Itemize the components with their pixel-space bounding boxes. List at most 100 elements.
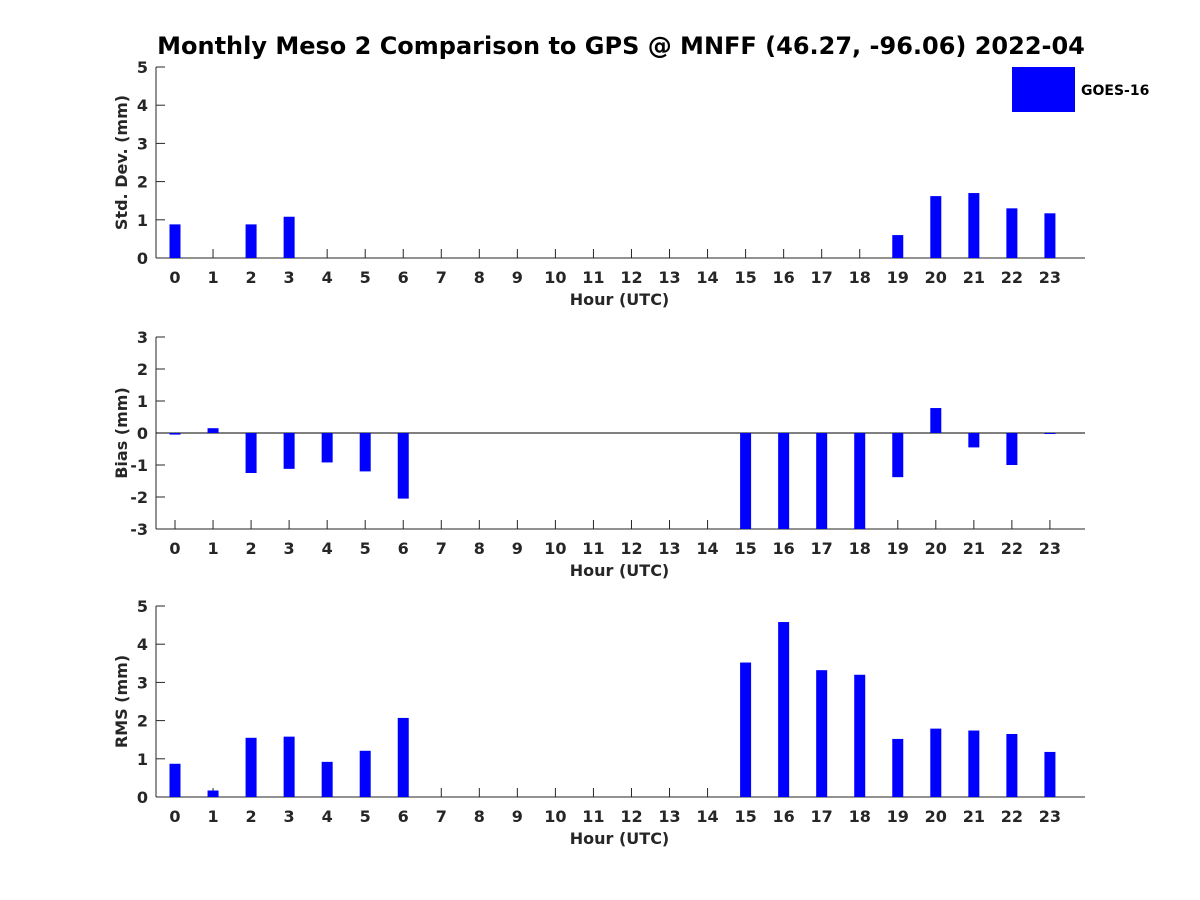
x-tick-label: 11 (582, 539, 604, 558)
x-tick-label: 23 (1039, 268, 1061, 287)
y-tick-label: 1 (137, 392, 148, 411)
x-tick-label: 16 (773, 268, 795, 287)
rms-bar (892, 738, 904, 797)
x-tick-label: 6 (398, 807, 409, 826)
x-tick-label: 15 (734, 807, 756, 826)
bias-bar (892, 433, 904, 478)
x-tick-label: 7 (436, 807, 447, 826)
bias-bar (359, 433, 371, 472)
y-tick-label: 1 (137, 750, 148, 769)
x-tick-label: 17 (811, 539, 833, 558)
bias-bar (854, 433, 866, 529)
x-tick-label: 9 (512, 807, 523, 826)
y-tick-label: 4 (137, 96, 148, 115)
x-tick-label: 22 (1001, 268, 1023, 287)
x-tick-label: 5 (360, 539, 371, 558)
chart-title: Monthly Meso 2 Comparison to GPS @ MNFF … (157, 32, 1085, 60)
x-tick-label: 13 (658, 268, 680, 287)
y-tick-label: 3 (137, 134, 148, 153)
x-tick-label: 0 (169, 807, 180, 826)
x-axis-label: Hour (UTC) (570, 290, 670, 309)
stddev-bar (283, 216, 295, 258)
y-axis-label: Std. Dev. (mm) (112, 95, 131, 230)
y-tick-label: -1 (130, 456, 148, 475)
x-tick-label: 0 (169, 268, 180, 287)
x-axis-label: Hour (UTC) (570, 561, 670, 580)
x-tick-label: 3 (284, 807, 295, 826)
bias-bar (169, 433, 181, 435)
y-tick-label: -2 (130, 488, 148, 507)
rms-bar (245, 737, 257, 797)
rms-bar (283, 736, 295, 797)
x-tick-label: 18 (849, 539, 871, 558)
x-tick-label: 14 (696, 268, 718, 287)
stddev-bar (1044, 213, 1056, 258)
x-tick-label: 6 (398, 268, 409, 287)
x-tick-label: 14 (696, 807, 718, 826)
x-tick-label: 18 (849, 268, 871, 287)
x-tick-label: 11 (582, 807, 604, 826)
y-tick-label: 3 (137, 673, 148, 692)
x-tick-label: 8 (474, 539, 485, 558)
x-tick-label: 7 (436, 268, 447, 287)
x-tick-label: 10 (544, 268, 566, 287)
stddev-bar (1006, 208, 1018, 258)
rms-bar (1044, 751, 1056, 797)
x-tick-label: 15 (734, 268, 756, 287)
x-tick-label: 21 (963, 539, 985, 558)
rms-bar (778, 622, 790, 797)
x-tick-label: 22 (1001, 539, 1023, 558)
x-tick-label: 12 (620, 539, 642, 558)
bias-bar (816, 433, 828, 529)
stddev-bar (892, 235, 904, 258)
stddev-bar (169, 224, 181, 258)
x-tick-label: 4 (322, 807, 333, 826)
x-tick-label: 5 (360, 268, 371, 287)
rms-bar (321, 761, 333, 797)
x-tick-label: 23 (1039, 807, 1061, 826)
y-tick-label: 1 (137, 211, 148, 230)
y-tick-label: 4 (137, 635, 148, 654)
y-axis-label: Bias (mm) (112, 387, 131, 479)
x-tick-label: 15 (734, 539, 756, 558)
rms-bar (1006, 733, 1018, 797)
y-tick-label: 5 (137, 597, 148, 616)
rms-bar (816, 670, 828, 797)
x-tick-label: 16 (773, 539, 795, 558)
x-tick-label: 20 (925, 807, 947, 826)
legend-label: GOES-16 (1081, 83, 1149, 99)
x-tick-label: 17 (811, 268, 833, 287)
stddev-bar (968, 193, 980, 258)
x-tick-label: 13 (658, 807, 680, 826)
x-tick-label: 9 (512, 539, 523, 558)
x-tick-label: 3 (284, 268, 295, 287)
x-tick-label: 10 (544, 539, 566, 558)
x-tick-label: 0 (169, 539, 180, 558)
x-tick-label: 7 (436, 539, 447, 558)
x-axis-label: Hour (UTC) (570, 829, 670, 848)
x-tick-label: 1 (207, 268, 218, 287)
bias-bar (1006, 433, 1018, 465)
x-tick-label: 19 (887, 539, 909, 558)
x-tick-label: 3 (284, 539, 295, 558)
y-tick-label: 3 (137, 328, 148, 347)
x-tick-label: 13 (658, 539, 680, 558)
x-tick-label: 12 (620, 268, 642, 287)
x-tick-label: 23 (1039, 539, 1061, 558)
x-tick-label: 19 (887, 268, 909, 287)
stddev-bar (245, 224, 257, 258)
bias-bar (740, 433, 752, 529)
stddev-bar (930, 196, 942, 258)
x-tick-label: 1 (207, 807, 218, 826)
x-tick-label: 16 (773, 807, 795, 826)
x-tick-label: 2 (246, 539, 257, 558)
rms-bar (854, 674, 866, 797)
x-tick-label: 4 (322, 268, 333, 287)
y-tick-label: 5 (137, 58, 148, 77)
bias-bar (1044, 433, 1056, 434)
legend: GOES-16 (1012, 67, 1149, 112)
